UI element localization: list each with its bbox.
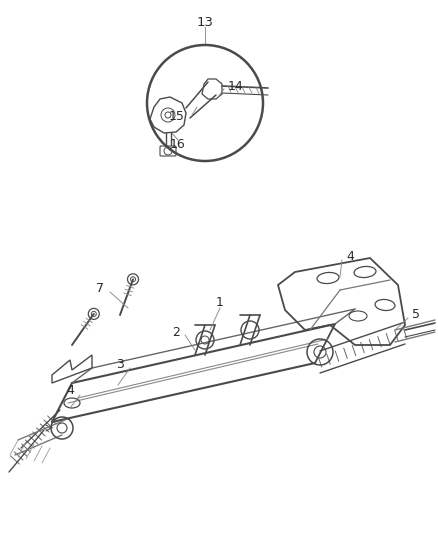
Text: 2: 2 xyxy=(172,327,180,340)
Text: 7: 7 xyxy=(96,282,104,295)
Text: 4: 4 xyxy=(346,251,354,263)
Text: 14: 14 xyxy=(228,80,244,93)
Text: 4: 4 xyxy=(66,384,74,398)
Text: 1: 1 xyxy=(216,296,224,310)
Text: 13: 13 xyxy=(197,15,213,28)
Text: 5: 5 xyxy=(412,309,420,321)
Text: 16: 16 xyxy=(170,139,186,151)
Text: 15: 15 xyxy=(169,110,185,124)
Text: 3: 3 xyxy=(116,358,124,370)
